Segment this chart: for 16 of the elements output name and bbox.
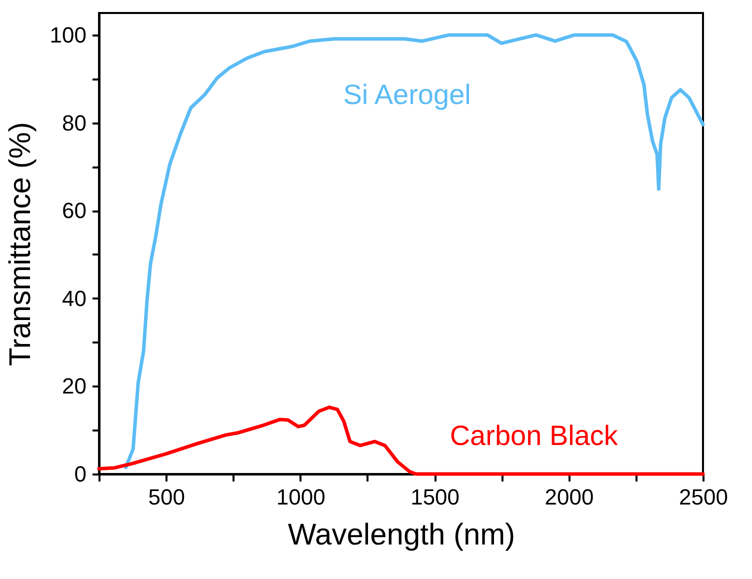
series-label: Si Aerogel <box>343 78 471 110</box>
y-tick-label: 80 <box>62 110 86 136</box>
y-tick-label: 60 <box>62 198 86 224</box>
x-axis-title: Wavelength (nm) <box>288 518 516 552</box>
x-tick-label: 2500 <box>679 484 728 510</box>
y-tick-label: 100 <box>50 22 86 48</box>
x-tick-label: 2000 <box>544 484 594 510</box>
y-axis-title: Transmittance (%) <box>4 122 37 366</box>
line-series <box>124 33 705 470</box>
x-tick-label: 500 <box>148 484 185 510</box>
y-tick-label: 40 <box>62 286 86 311</box>
x-tick-label: 1500 <box>410 484 460 510</box>
y-tick-label: 0 <box>74 462 86 486</box>
series-label: Carbon Black <box>450 420 619 452</box>
x-tick-label: 1000 <box>276 484 326 510</box>
y-tick-label: 20 <box>62 374 86 399</box>
